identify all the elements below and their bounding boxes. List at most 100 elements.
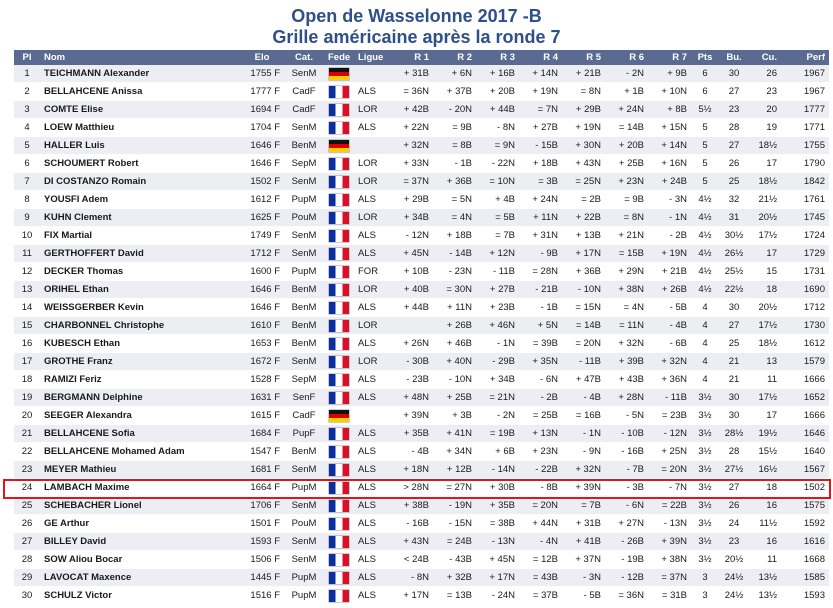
round-result-cell: = 2B <box>562 190 605 209</box>
round-result-cell: = 13B <box>433 586 476 605</box>
points-cell: 6 <box>691 82 719 101</box>
round-result-cell: = 9B <box>605 190 648 209</box>
round-result-cell: - 30B <box>390 352 433 371</box>
buchholz-cell: 27 <box>719 82 749 101</box>
league-cell: ALS <box>354 442 390 461</box>
player-name: RAMIZI Feriz <box>40 370 240 389</box>
column-header: Elo <box>240 50 284 65</box>
cumulative-cell: 16½ <box>749 460 781 479</box>
round-result-cell: + 44B <box>476 100 519 119</box>
elo-cell: 1615 F <box>240 406 284 425</box>
place-cell: 25 <box>14 496 40 515</box>
round-result-cell: - 8B <box>519 478 562 497</box>
round-result-cell: = 25B <box>519 406 562 425</box>
league-cell: ALS <box>354 370 390 389</box>
round-result-cell: = 24B <box>433 532 476 551</box>
place-cell: 17 <box>14 352 40 371</box>
elo-cell: 1501 F <box>240 514 284 533</box>
round-result-cell: - 4B <box>648 316 691 335</box>
round-result-cell: + 13B <box>562 226 605 245</box>
round-result-cell: + 21B <box>562 65 605 83</box>
performance-cell: 1771 <box>781 118 829 137</box>
buchholz-cell: 31 <box>719 208 749 227</box>
germany-flag-icon <box>329 67 349 80</box>
round-result-cell: + 26B <box>648 280 691 299</box>
buchholz-cell: 23 <box>719 100 749 119</box>
place-cell: 5 <box>14 136 40 155</box>
league-cell: LOR <box>354 316 390 335</box>
round-result-cell: - 1N <box>476 334 519 353</box>
round-result-cell: + 37N <box>562 550 605 569</box>
performance-cell: 1646 <box>781 424 829 443</box>
buchholz-cell: 21 <box>719 370 749 389</box>
round-result-cell: + 12N <box>476 244 519 263</box>
place-cell: 2 <box>14 82 40 101</box>
round-result-cell: = 3B <box>519 172 562 191</box>
round-result-cell: - 1N <box>648 208 691 227</box>
round-result-cell: - 2N <box>476 406 519 425</box>
round-result-cell: + 34B <box>476 370 519 389</box>
performance-cell: 1745 <box>781 208 829 227</box>
league-cell: LOR <box>354 280 390 299</box>
category-cell: SepM <box>284 370 324 389</box>
cumulative-cell: 19 <box>749 118 781 137</box>
points-cell: 4 <box>691 352 719 371</box>
round-result-cell: + 20B <box>476 82 519 101</box>
player-name: HALLER Luis <box>40 136 240 155</box>
round-result-cell: - 9B <box>519 244 562 263</box>
buchholz-cell: 27 <box>719 478 749 497</box>
player-name: LOEW Matthieu <box>40 118 240 137</box>
column-header: Perf <box>781 50 829 65</box>
column-header: R 3 <box>476 50 519 65</box>
round-result-cell: + 19N <box>519 82 562 101</box>
place-cell: 6 <box>14 154 40 173</box>
place-cell: 26 <box>14 514 40 533</box>
france-flag-icon <box>329 337 349 350</box>
buchholz-cell: 27 <box>719 316 749 335</box>
round-result-cell: + 18N <box>390 460 433 479</box>
elo-cell: 1755 F <box>240 65 284 83</box>
points-cell: 6 <box>691 65 719 83</box>
category-cell: SenM <box>284 352 324 371</box>
points-cell: 5½ <box>691 100 719 119</box>
round-result-cell: + 30B <box>476 478 519 497</box>
elo-cell: 1672 F <box>240 352 284 371</box>
round-result-cell: - 6N <box>605 496 648 515</box>
league-cell: FOR <box>354 262 390 281</box>
round-result-cell: + 31N <box>519 226 562 245</box>
round-result-cell: = 31B <box>648 586 691 605</box>
round-result-cell: + 15N <box>648 118 691 137</box>
round-result-cell: + 23N <box>605 172 648 191</box>
france-flag-icon <box>329 175 349 188</box>
round-result-cell: + 36B <box>433 172 476 191</box>
round-result-cell: + 27B <box>476 280 519 299</box>
round-result-cell: - 11B <box>476 262 519 281</box>
table-row: 30 SCHULZ Victor 1516 F PupM ALS + 17N = 13B - … <box>14 586 829 605</box>
round-result-cell: - 22N <box>476 154 519 173</box>
player-name: SCHOUMERT Robert <box>40 154 240 173</box>
round-result-cell: - 12N <box>390 226 433 245</box>
federation-cell <box>324 280 354 299</box>
federation-cell <box>324 298 354 317</box>
cumulative-cell: 17½ <box>749 316 781 335</box>
cumulative-cell: 13½ <box>749 586 781 605</box>
cumulative-cell: 17½ <box>749 388 781 407</box>
round-result-cell: + 41B <box>562 532 605 551</box>
buchholz-cell: 20½ <box>719 550 749 569</box>
elo-cell: 1600 F <box>240 262 284 281</box>
round-result-cell: + 35N <box>519 352 562 371</box>
points-cell: 5 <box>691 118 719 137</box>
round-result-cell: = 7B <box>562 496 605 515</box>
league-cell: ALS <box>354 496 390 515</box>
points-cell: 3½ <box>691 532 719 551</box>
elo-cell: 1506 F <box>240 550 284 569</box>
category-cell: BenM <box>284 316 324 335</box>
column-header: Ligue <box>354 50 390 65</box>
category-cell: BenM <box>284 298 324 317</box>
table-row: 25 SCHEBACHER Lionel 1706 F SenM ALS + 38B - 1… <box>14 496 829 515</box>
elo-cell: 1706 F <box>240 496 284 515</box>
round-result-cell: - 15N <box>433 514 476 533</box>
points-cell: 3½ <box>691 496 719 515</box>
round-result-cell: + 6N <box>433 65 476 83</box>
